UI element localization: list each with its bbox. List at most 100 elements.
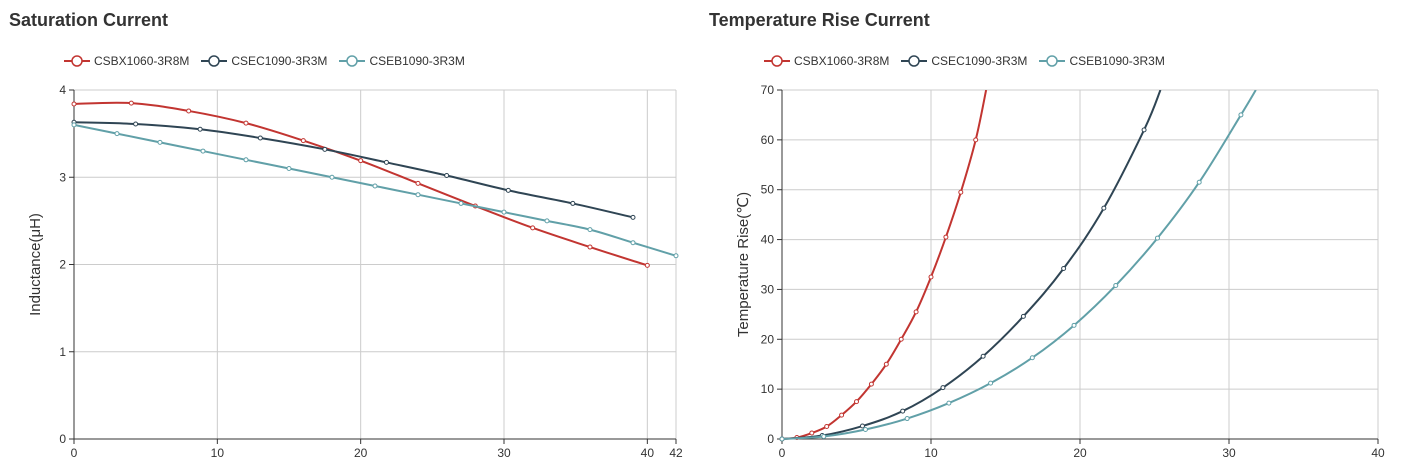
temperature-data-point[interactable] [862, 427, 868, 433]
saturation-x-tick-label: 40 [641, 446, 655, 460]
temperature-data-point[interactable] [958, 189, 964, 195]
saturation-legend-label: CSBX1060-3R8M [94, 54, 190, 68]
temperature-data-point[interactable] [868, 381, 874, 387]
temperature-data-point[interactable] [980, 353, 986, 359]
temperature-legend-label: CSEC1090-3R3M [931, 54, 1028, 68]
temperature-x-tick-label: 30 [1222, 446, 1236, 460]
temperature-x-tick-label: 40 [1371, 446, 1385, 460]
temperature-y-tick-label: 60 [761, 133, 775, 147]
saturation-data-point[interactable] [157, 139, 163, 145]
temperature-data-point[interactable] [940, 385, 946, 391]
saturation-data-point[interactable] [71, 101, 77, 107]
saturation-data-point[interactable] [673, 253, 679, 259]
temperature-data-point[interactable] [1113, 282, 1119, 288]
temperature-y-tick-label: 10 [761, 382, 775, 396]
temperature-series-line-2 [781, 90, 1257, 440]
temperature-data-point[interactable] [1071, 322, 1077, 328]
temperature-x-tick-label: 20 [1073, 446, 1087, 460]
saturation-data-point[interactable] [383, 159, 389, 165]
saturation-data-point[interactable] [630, 214, 636, 220]
saturation-data-point[interactable] [372, 183, 378, 189]
saturation-legend-item-0[interactable]: CSBX1060-3R8M [64, 54, 189, 68]
saturation-data-point[interactable] [458, 200, 464, 206]
saturation-data-point[interactable] [444, 173, 450, 179]
temperature-series-line-0 [781, 90, 988, 440]
legend-line-circle-icon [901, 55, 928, 67]
saturation-data-point[interactable] [128, 100, 134, 106]
saturation-data-point[interactable] [200, 148, 206, 154]
temperature-series-0 [779, 90, 988, 442]
saturation-data-point[interactable] [587, 227, 593, 233]
saturation-data-point[interactable] [587, 244, 593, 250]
legend-line-circle-icon [1039, 55, 1066, 67]
saturation-data-point[interactable] [501, 209, 507, 215]
temperature-data-point[interactable] [1101, 205, 1107, 211]
temperature-legend[interactable]: CSBX1060-3R8M CSEC1090-3R3M CSEB1090-3R3M [764, 52, 1177, 70]
saturation-data-point[interactable] [257, 135, 263, 141]
temperature-data-point[interactable] [824, 424, 830, 430]
temperature-data-point[interactable] [883, 361, 889, 367]
saturation-legend-item-1[interactable]: CSEC1090-3R3M [201, 54, 327, 68]
temperature-data-point[interactable] [904, 416, 910, 422]
saturation-data-point[interactable] [358, 158, 364, 164]
temperature-data-point[interactable] [946, 400, 952, 406]
temperature-legend-item-1[interactable]: CSEC1090-3R3M [901, 54, 1027, 68]
temperature-data-point[interactable] [900, 408, 906, 414]
temperature-legend-label: CSEB1090-3R3M [1069, 54, 1165, 68]
saturation-data-point[interactable] [530, 225, 536, 231]
saturation-data-point[interactable] [197, 126, 203, 132]
saturation-x-tick-label: 20 [354, 446, 368, 460]
temperature-chart-panel: Temperature Rise Current CSBX1060-3R8M CS… [702, 0, 1405, 472]
temperature-data-point[interactable] [1154, 235, 1160, 241]
saturation-data-point[interactable] [415, 192, 421, 198]
temperature-data-point[interactable] [859, 423, 865, 429]
temperature-data-point[interactable] [854, 399, 859, 405]
saturation-data-point[interactable] [544, 218, 550, 224]
temperature-legend-item-0[interactable]: CSBX1060-3R8M [764, 54, 889, 68]
saturation-data-point[interactable] [505, 187, 511, 193]
temperature-data-point[interactable] [1020, 313, 1026, 319]
temperature-data-point[interactable] [839, 412, 845, 418]
temperature-data-point[interactable] [928, 274, 934, 280]
saturation-data-point[interactable] [630, 240, 636, 246]
saturation-legend[interactable]: CSBX1060-3R8M CSEC1090-3R3M CSEB1090-3R3M [64, 52, 477, 70]
temperature-legend-item-2[interactable]: CSEB1090-3R3M [1039, 54, 1165, 68]
temperature-data-point[interactable] [779, 436, 785, 442]
saturation-data-point[interactable] [329, 174, 335, 180]
saturation-data-point[interactable] [415, 180, 421, 186]
saturation-data-point[interactable] [300, 138, 306, 144]
temperature-data-point[interactable] [1141, 127, 1147, 133]
saturation-legend-item-2[interactable]: CSEB1090-3R3M [339, 54, 465, 68]
saturation-data-point[interactable] [186, 108, 192, 114]
saturation-data-point[interactable] [71, 122, 77, 128]
saturation-data-point[interactable] [243, 120, 249, 126]
temperature-data-point[interactable] [898, 336, 904, 342]
saturation-data-point[interactable] [570, 200, 576, 206]
saturation-x-tick-label: 30 [497, 446, 511, 460]
temperature-data-point[interactable] [821, 434, 827, 440]
temperature-data-point[interactable] [1238, 112, 1244, 118]
temperature-data-point[interactable] [809, 430, 815, 436]
temperature-data-point[interactable] [973, 137, 979, 143]
saturation-data-point[interactable] [133, 121, 139, 127]
temperature-data-point[interactable] [1061, 265, 1067, 271]
temperature-data-point[interactable] [943, 234, 949, 240]
temperature-chart-svg: 0 10 20 30 40 50 60 70 0 10 20 30 40 Temperature Rise… [735, 83, 1385, 460]
temperature-y-tick-label: 70 [761, 83, 775, 97]
temperature-data-point[interactable] [988, 380, 994, 386]
saturation-series-line-1 [73, 121, 634, 219]
saturation-data-point[interactable] [114, 131, 120, 137]
temperature-data-point[interactable] [1196, 179, 1202, 185]
saturation-data-point[interactable] [644, 262, 650, 268]
temperature-y-tick-label: 0 [767, 432, 774, 446]
saturation-series-line-2 [73, 123, 677, 257]
saturation-data-point[interactable] [286, 166, 292, 172]
temperature-data-point[interactable] [1029, 355, 1035, 361]
saturation-data-point[interactable] [243, 157, 249, 163]
saturation-y-tick-label: 0 [59, 432, 66, 446]
saturation-x-tick-label: 0 [71, 446, 78, 460]
legend-line-circle-icon [339, 55, 366, 67]
temperature-y-tick-label: 20 [761, 332, 775, 346]
saturation-data-point[interactable] [322, 146, 328, 152]
temperature-data-point[interactable] [913, 309, 919, 315]
